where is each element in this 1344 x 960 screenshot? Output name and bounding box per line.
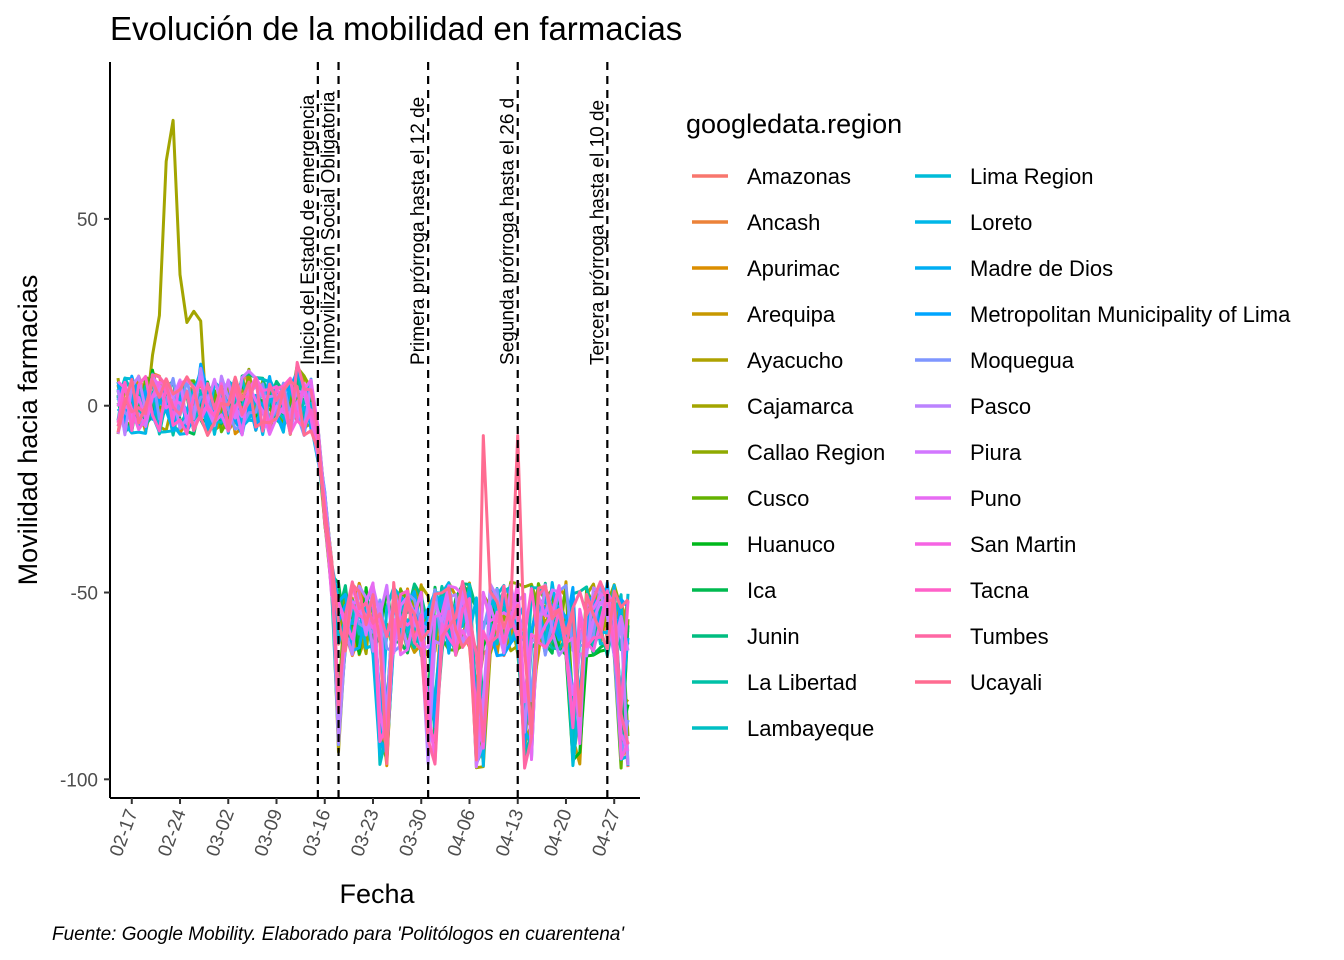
legend-label: Junin <box>747 624 800 649</box>
y-tick-label: 0 <box>87 397 98 418</box>
legend-label: Lambayeque <box>747 716 874 741</box>
event-line-label: Primera prórroga hasta el 12 de <box>408 97 429 365</box>
legend-label: Amazonas <box>747 164 851 189</box>
x-tick-label: 03-23 <box>347 807 383 860</box>
chart-title: Evolución de la mobilidad en farmacias <box>110 10 682 47</box>
x-tick-label: 02-24 <box>154 806 191 859</box>
series-line-ica <box>116 377 630 761</box>
x-tick-label: 03-30 <box>396 807 432 860</box>
legend-label: Apurimac <box>747 256 840 281</box>
y-tick-label: -100 <box>60 770 98 791</box>
series-line-ayacucho <box>116 379 630 754</box>
legend-label: Cajamarca <box>747 394 854 419</box>
series-line-ucayali <box>116 375 630 765</box>
legend-label: Cusco <box>747 486 809 511</box>
legend-label: Puno <box>970 486 1021 511</box>
series-lines <box>116 118 630 770</box>
legend-label: Ica <box>747 578 777 603</box>
legend-label: Lima Region <box>970 164 1094 189</box>
event-line-label: Tercera prórroga hasta el 10 de <box>587 100 608 365</box>
x-tick-label: 03-09 <box>251 807 287 860</box>
legend-label: Metropolitan Municipality of Lima <box>970 302 1291 327</box>
y-axis-title: Movilidad hacia farmacias <box>13 275 43 586</box>
legend-label: Ancash <box>747 210 820 235</box>
legend-label: Huanuco <box>747 532 835 557</box>
event-line-label: Inicio del Estado de emergencia <box>298 94 319 365</box>
legend-label: Piura <box>970 440 1022 465</box>
series-line-lambayeque <box>116 376 630 766</box>
legend-label: Callao Region <box>747 440 885 465</box>
legend-label: Ucayali <box>970 670 1042 695</box>
x-tick-label: 03-16 <box>299 807 335 860</box>
legend-label: Madre de Dios <box>970 256 1113 281</box>
x-tick-label: 03-02 <box>203 807 239 860</box>
legend-title: googledata.region <box>686 109 902 139</box>
legend-label: Tumbes <box>970 624 1049 649</box>
event-line-label: Inmovilización Social Obligatoria <box>319 91 340 365</box>
x-tick-label: 04-27 <box>589 807 625 860</box>
legend: Amazonas Ancash Apurimac Arequipa Ayacucho Ca… <box>692 164 1291 741</box>
x-axis-title: Fecha <box>339 879 415 909</box>
axes: 50 0 -50 -100 02-17 02-24 03-02 03-09 03-16 03-23… <box>60 62 640 859</box>
series-line-tumbes <box>116 360 630 770</box>
caption: Fuente: Google Mobility. Elaborado para … <box>52 924 625 945</box>
series-line-lima-region <box>116 376 630 768</box>
x-tick-label: 04-20 <box>540 807 576 860</box>
event-line-label: Segunda prórroga hasta el 26 d <box>498 98 519 365</box>
legend-label: Ayacucho <box>747 348 843 373</box>
series-line-moquegua <box>116 373 630 757</box>
x-tick-label: 04-06 <box>444 807 480 860</box>
legend-label: Moquegua <box>970 348 1075 373</box>
legend-label: Tacna <box>970 578 1029 603</box>
x-tick-label: 02-17 <box>106 807 142 860</box>
legend-label: Pasco <box>970 394 1031 419</box>
y-tick-label: -50 <box>71 584 98 605</box>
legend-label: La Libertad <box>747 670 857 695</box>
legend-label: Loreto <box>970 210 1032 235</box>
x-tick-label: 04-13 <box>492 807 528 860</box>
legend-label: Arequipa <box>747 302 836 327</box>
event-lines: Inicio del Estado de emergenciaInmoviliz… <box>298 62 609 798</box>
y-tick-label: 50 <box>77 210 98 231</box>
legend-label: San Martin <box>970 532 1076 557</box>
